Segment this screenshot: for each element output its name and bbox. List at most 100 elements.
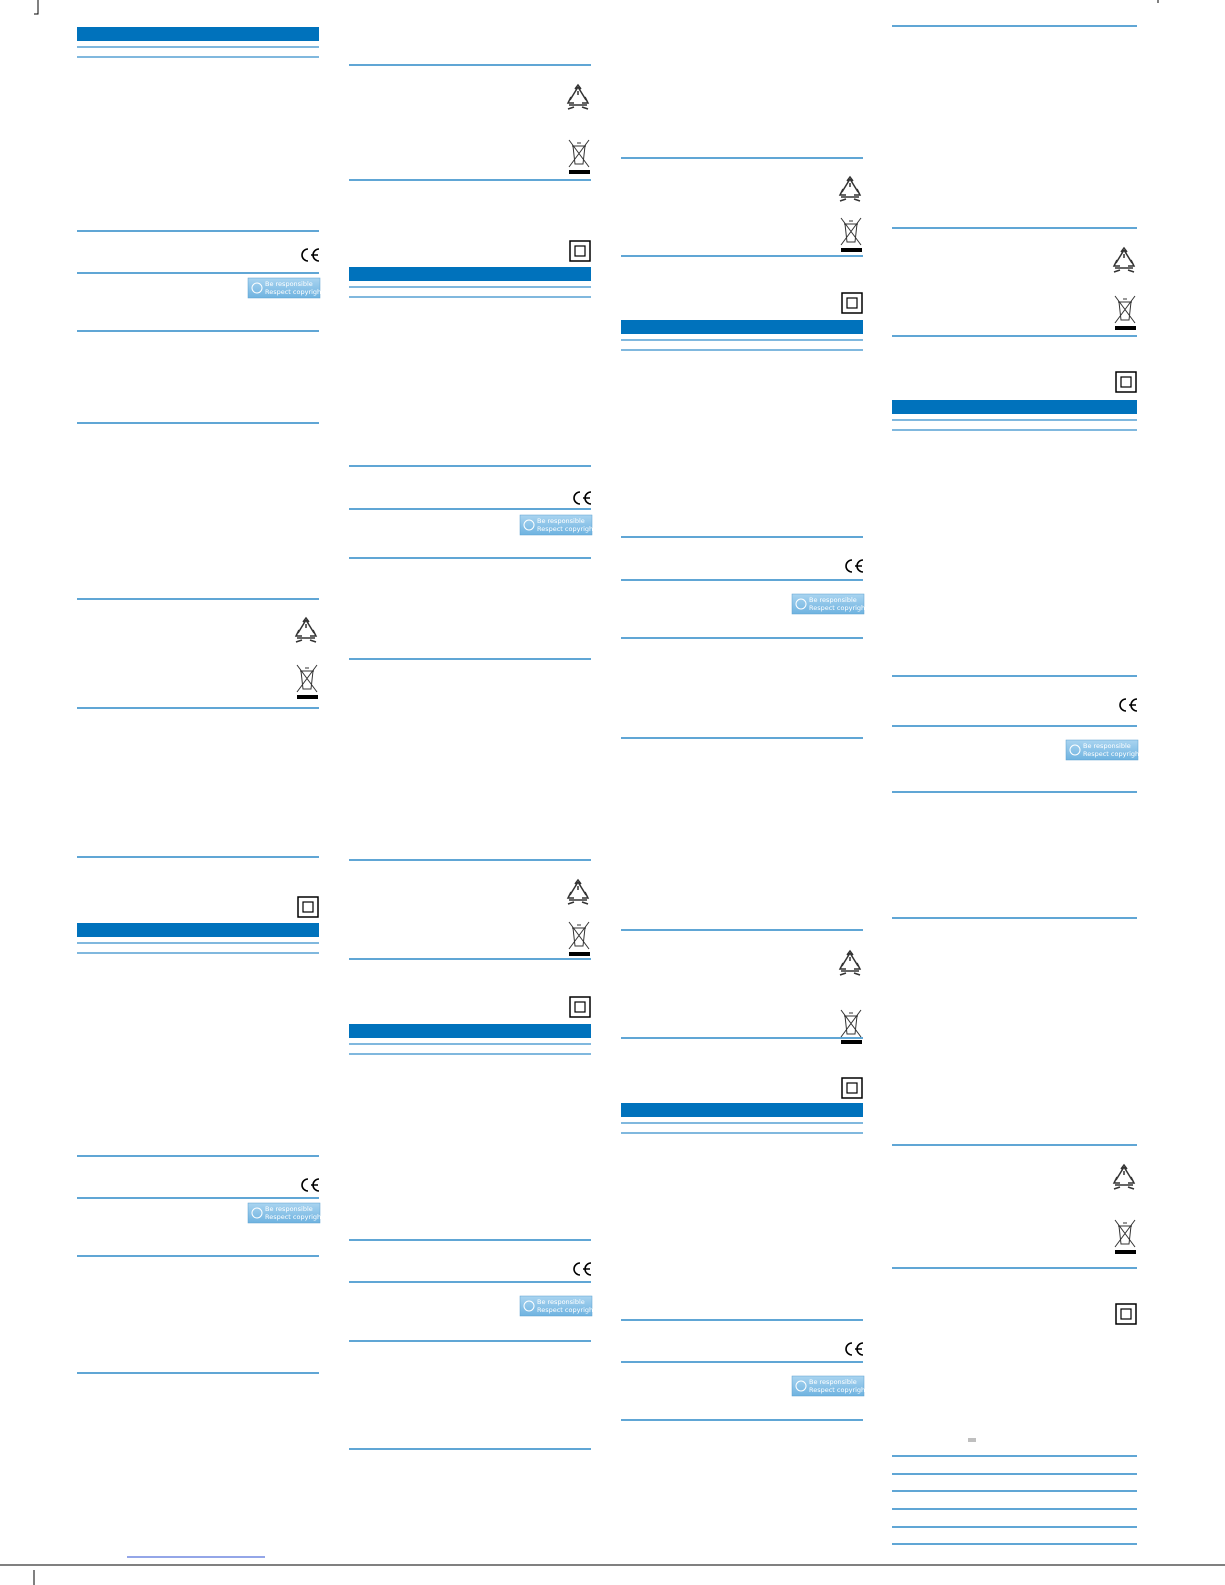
badge-bg <box>1065 739 1139 761</box>
weee-bin-icon <box>1114 1219 1136 1254</box>
bin-body <box>1118 298 1132 321</box>
recycle-icon <box>838 949 862 976</box>
outer-square <box>297 896 319 918</box>
ce-mark <box>573 491 592 505</box>
recycle-arrows <box>566 878 590 901</box>
ce-e <box>311 248 320 262</box>
recycle-icon <box>1112 1163 1136 1190</box>
ce-c <box>573 491 581 505</box>
badge-line-1: Be responsible <box>1083 742 1131 750</box>
inner-square <box>574 1001 586 1013</box>
badge-icon <box>795 598 807 610</box>
badge-line-2: Respect copyrights <box>265 288 328 296</box>
badge-bg <box>247 277 321 299</box>
badge-line-2: Respect copyrights <box>809 1386 872 1394</box>
double-insulation-icon <box>569 240 591 262</box>
badge-icon <box>1069 744 1081 756</box>
double-insulation-icon <box>1115 371 1137 393</box>
ce-e <box>583 1262 592 1276</box>
outer-square <box>841 1077 863 1099</box>
bin-body <box>1118 1222 1132 1245</box>
ce-mark <box>301 1178 320 1192</box>
recycle-inner <box>567 886 589 905</box>
ce-mark <box>1119 698 1138 712</box>
weee-bin-icon <box>840 217 862 252</box>
badge-line-1: Be responsible <box>809 596 857 604</box>
weee-bin-icon <box>1114 295 1136 330</box>
ce-e <box>583 491 592 505</box>
inner-square <box>1120 376 1132 388</box>
section-header-bar <box>77 923 319 937</box>
ce-mark <box>845 1342 864 1356</box>
bin-cross <box>840 1009 862 1038</box>
ce-e <box>855 559 864 573</box>
badge-line-1: Be responsible <box>537 1298 585 1306</box>
badge-line-2: Respect copyrights <box>1083 750 1146 758</box>
recycle-inner <box>567 91 589 110</box>
double-insulation-icon <box>569 996 591 1018</box>
badge-icon <box>251 1207 263 1219</box>
double-insulation-icon <box>841 1077 863 1099</box>
badge-line-1: Be responsible <box>809 1378 857 1386</box>
recycle-arrows <box>838 949 862 972</box>
recycle-inner <box>1113 1171 1135 1190</box>
bin-cross <box>1114 295 1136 324</box>
ce-c <box>1119 698 1127 712</box>
badge-bg <box>247 1202 321 1224</box>
bin-body <box>844 1012 858 1035</box>
ce-mark <box>845 559 864 573</box>
badge-line-2: Respect copyrights <box>537 525 600 533</box>
section-header-bar <box>77 27 319 41</box>
badge-line-1: Be responsible <box>537 517 585 525</box>
bin-body <box>844 220 858 243</box>
weee-bin-icon <box>840 1009 862 1044</box>
bin-cross <box>296 664 318 693</box>
section-header-bar <box>349 1024 591 1038</box>
recycle-icon <box>294 616 318 643</box>
ce-c <box>301 1178 309 1192</box>
ce-e <box>311 1178 320 1192</box>
outer-square <box>569 996 591 1018</box>
badge-line-2: Respect copyrights <box>265 1213 328 1221</box>
section-header-bar <box>892 400 1137 414</box>
bin-body <box>300 667 314 690</box>
recycle-icon <box>566 878 590 905</box>
outer-square <box>1115 371 1137 393</box>
recycle-arrows <box>838 175 862 198</box>
section-header-bar <box>621 1103 863 1117</box>
recycle-inner <box>1113 254 1135 273</box>
inner-square <box>846 1082 858 1094</box>
bin-bar <box>1115 326 1136 330</box>
badge-line-1: Be responsible <box>265 1205 313 1213</box>
ce-c <box>845 559 853 573</box>
double-insulation-icon <box>1115 1303 1137 1325</box>
bin-cross <box>568 921 590 950</box>
ce-c <box>845 1342 853 1356</box>
section-header-bar <box>621 320 863 334</box>
bin-bar <box>569 952 590 956</box>
badge-line-2: Respect copyrights <box>537 1306 600 1314</box>
bin-bar <box>297 695 318 699</box>
double-insulation-icon <box>841 292 863 314</box>
ce-c <box>301 248 309 262</box>
badge-icon <box>523 519 535 531</box>
weee-bin-icon <box>568 139 590 174</box>
bin-bar <box>569 170 590 174</box>
recycle-arrows <box>566 83 590 106</box>
bin-bar <box>841 248 862 252</box>
recycle-icon <box>838 175 862 202</box>
inner-square <box>846 297 858 309</box>
recycle-inner <box>839 957 861 976</box>
inner-square <box>1120 1308 1132 1320</box>
ce-c <box>573 1262 581 1276</box>
recycle-arrows <box>1112 1163 1136 1186</box>
badge-icon <box>251 282 263 294</box>
